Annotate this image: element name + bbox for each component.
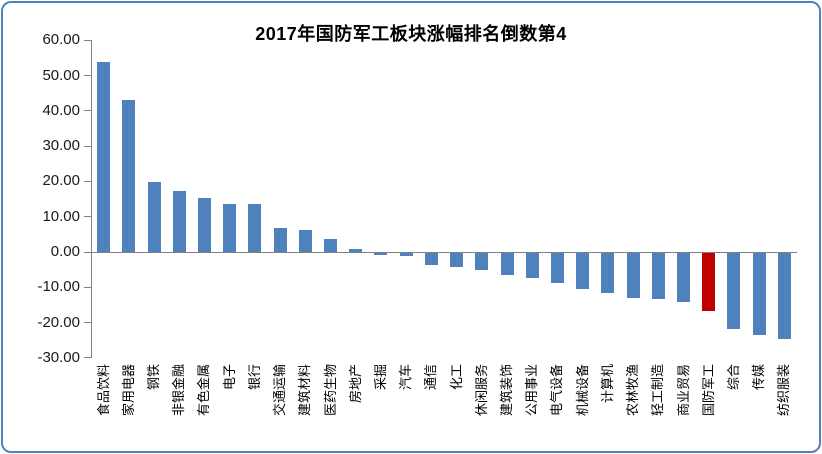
- y-axis-tick: [84, 180, 91, 182]
- bar: [147, 181, 161, 252]
- bar: [122, 99, 136, 252]
- x-axis-label: 医药生物: [322, 364, 338, 417]
- x-axis-label: 钢铁: [146, 364, 162, 391]
- x-axis-label: 轻工制造: [650, 364, 666, 417]
- y-axis-tick-label: 60.00: [42, 31, 80, 49]
- x-axis-label: 食品饮料: [95, 364, 111, 417]
- x-axis-label: 电子: [221, 364, 237, 391]
- y-axis-tick-label: -30.00: [37, 348, 80, 366]
- x-axis-label: 家用电器: [120, 364, 136, 417]
- x-axis-label: 建筑材料: [297, 364, 313, 417]
- y-axis-tick: [84, 322, 91, 324]
- x-axis-label: 银行: [246, 364, 262, 391]
- y-axis-tick: [84, 357, 91, 359]
- x-axis-label: 机械设备: [574, 364, 590, 417]
- x-axis-label: 汽车: [398, 364, 414, 391]
- bar: [324, 239, 338, 252]
- bar: [752, 253, 766, 335]
- bar: [399, 253, 413, 257]
- x-axis-label: 通信: [423, 364, 439, 391]
- x-axis-label: 房地产: [347, 364, 363, 404]
- x-axis-label: 传媒: [751, 364, 767, 391]
- bar: [601, 253, 615, 293]
- bar: [576, 253, 590, 290]
- x-axis-label: 计算机: [599, 364, 615, 404]
- y-axis-tick: [84, 39, 91, 41]
- bar: [97, 62, 111, 252]
- x-axis-label: 电气设备: [549, 364, 565, 417]
- y-axis-tick-label: 0.00: [50, 243, 80, 260]
- bar: [475, 253, 489, 271]
- x-axis-label: 商业贸易: [675, 364, 691, 417]
- x-axis-label: 交通运输: [272, 364, 288, 417]
- y-axis-tick-label: 20.00: [42, 172, 80, 190]
- bar: [374, 253, 388, 256]
- bar: [550, 253, 564, 284]
- x-axis-label: 采掘: [372, 364, 388, 391]
- y-axis-tick: [84, 286, 91, 288]
- bar: [298, 230, 312, 252]
- y-axis-line: [91, 40, 92, 358]
- y-axis-tick-label: 40.00: [42, 101, 80, 119]
- bar: [777, 253, 791, 339]
- y-axis-tick-label: -10.00: [37, 278, 80, 296]
- y-axis-tick: [84, 110, 91, 112]
- bar: [626, 253, 640, 299]
- x-axis-label: 化工: [448, 364, 464, 391]
- x-axis-label: 建筑装饰: [499, 364, 515, 417]
- x-axis-label: 休闲服务: [473, 364, 489, 417]
- bar: [727, 253, 741, 329]
- bar: [450, 253, 464, 268]
- bar: [273, 228, 287, 252]
- bar: [677, 253, 691, 302]
- x-axis-label: 非银金融: [171, 364, 187, 417]
- y-axis-tick-label: -20.00: [37, 313, 80, 331]
- x-axis-label: 公用事业: [524, 364, 540, 417]
- bar: [223, 203, 237, 252]
- x-axis-label: 综合: [725, 364, 741, 391]
- bar: [349, 248, 363, 252]
- y-axis-tick: [84, 251, 91, 253]
- bar: [197, 197, 211, 252]
- zero-line: [91, 251, 797, 253]
- bar: [500, 253, 514, 276]
- x-axis-label: 国防军工: [700, 364, 716, 417]
- x-axis-label: 纺织服装: [776, 364, 792, 417]
- bar: [702, 253, 716, 312]
- y-axis-tick-label: 10.00: [42, 207, 80, 225]
- bar: [424, 253, 438, 265]
- bar: [525, 253, 539, 279]
- y-axis-tick-label: 30.00: [42, 137, 80, 155]
- y-axis-tick-label: 50.00: [42, 66, 80, 84]
- bar: [248, 204, 262, 252]
- x-axis-label: 有色金属: [196, 364, 212, 417]
- y-axis-tick: [84, 216, 91, 218]
- y-axis-tick: [84, 145, 91, 147]
- chart-title: 2017年国防军工板块涨幅排名倒数第4: [255, 24, 567, 44]
- x-axis-label: 农林牧渔: [625, 364, 641, 417]
- bar: [172, 190, 186, 252]
- y-axis-tick: [84, 75, 91, 76]
- bar: [651, 253, 665, 299]
